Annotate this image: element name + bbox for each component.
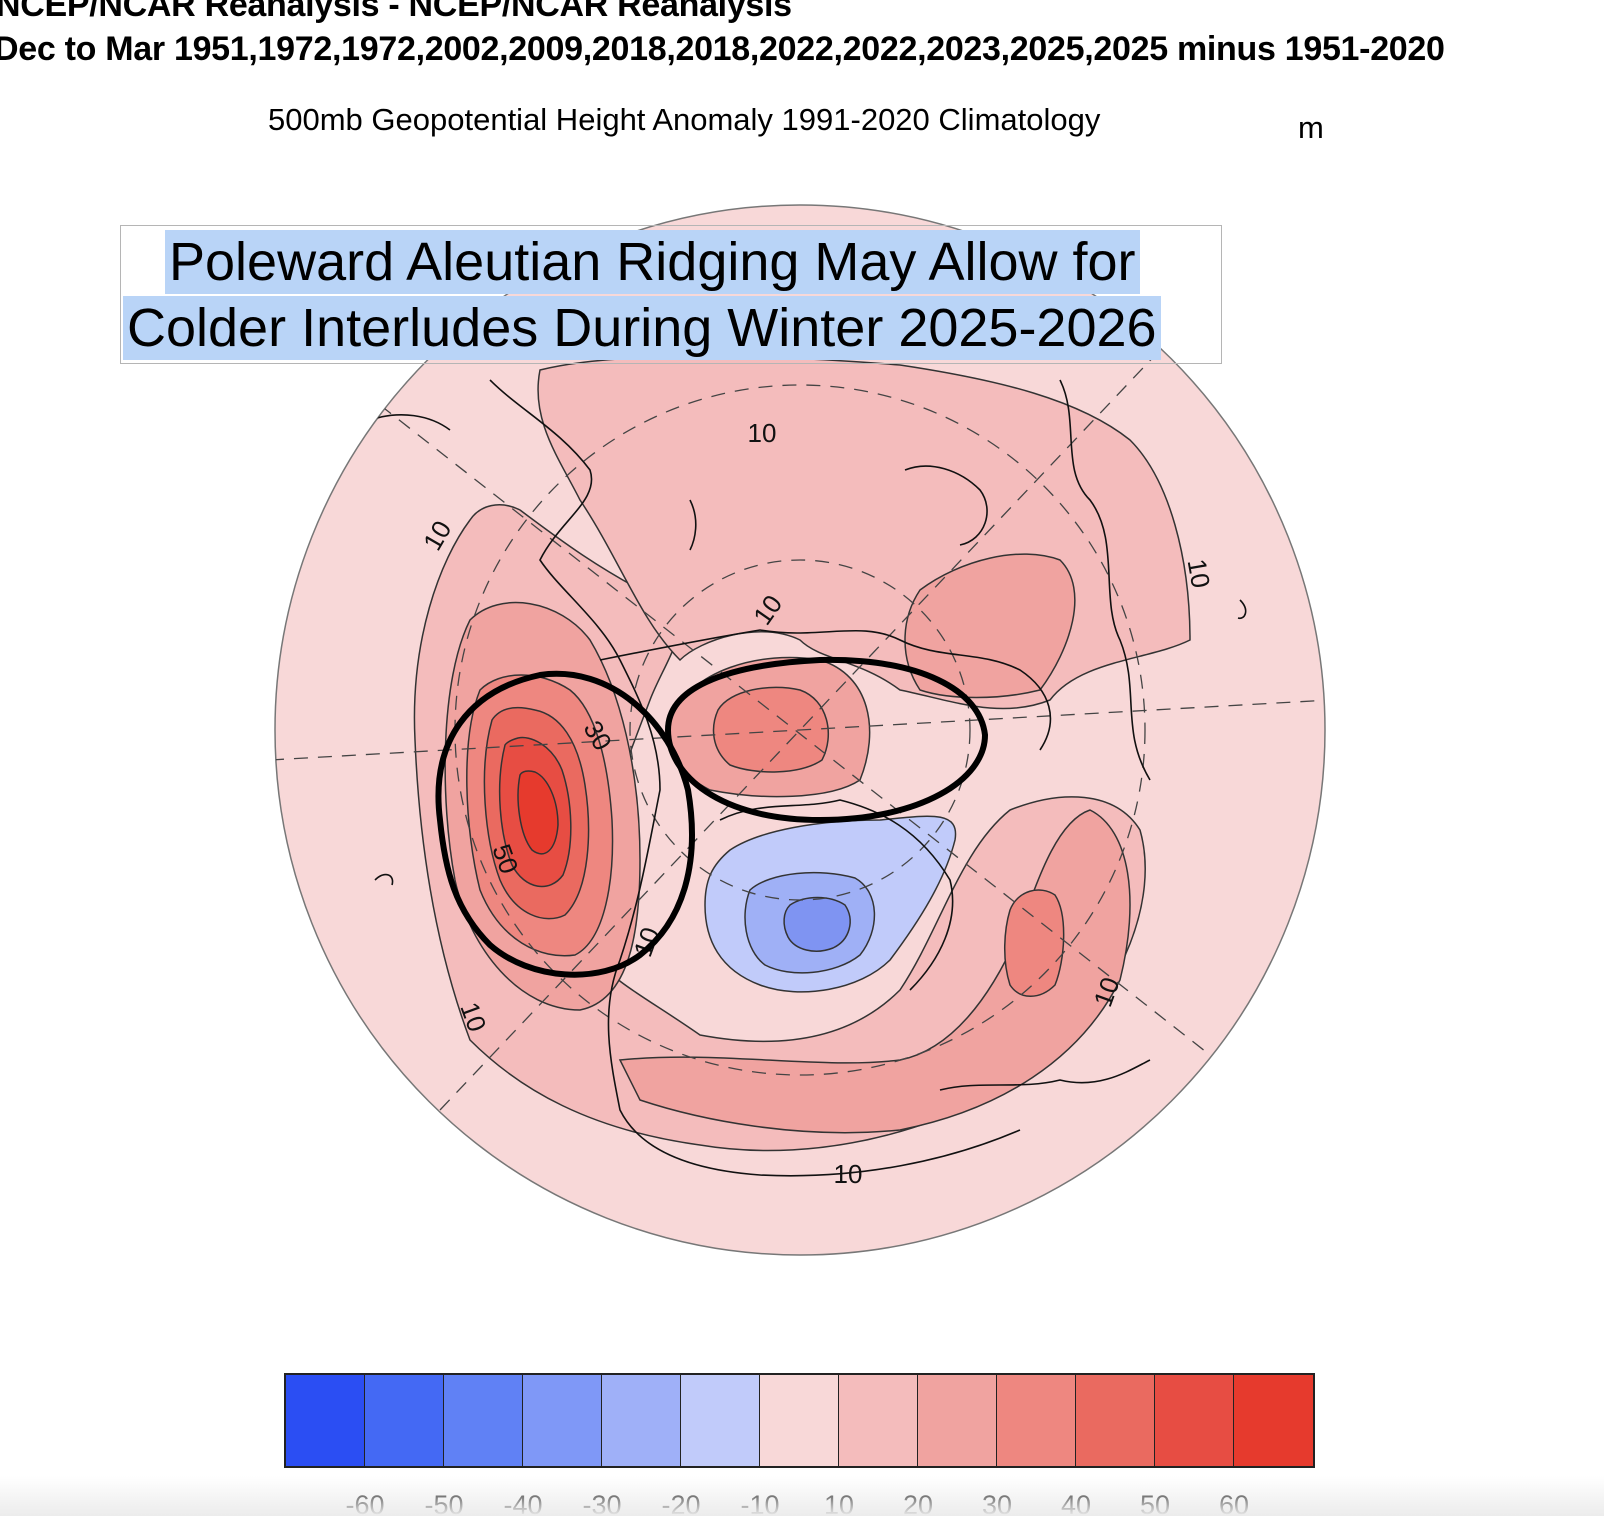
color-legend-swatch — [839, 1375, 918, 1466]
color-legend-swatch — [444, 1375, 523, 1466]
color-legend-label: 30 — [981, 1490, 1013, 1520]
annotation-shapes — [435, 656, 989, 978]
color-legend-swatch — [286, 1375, 365, 1466]
callout-line-1: Poleward Aleutian Ridging May Allow for — [165, 230, 1140, 294]
color-legend-swatch — [365, 1375, 444, 1466]
color-legend-label: -10 — [740, 1490, 780, 1520]
color-legend-swatch — [681, 1375, 760, 1466]
map-subtitle: 500mb Geopotential Height Anomaly 1991-2… — [268, 102, 1101, 137]
color-legend-label: -30 — [582, 1490, 622, 1520]
aleutian-ridge-circle — [435, 670, 695, 978]
color-legend-label: 10 — [823, 1490, 855, 1520]
coastlines — [369, 379, 1247, 1177]
header-line-1: NCEP/NCAR Reanalysis - NCEP/NCAR Reanaly… — [0, 0, 792, 24]
color-legend-swatch — [1155, 1375, 1234, 1466]
color-legend — [284, 1373, 1315, 1468]
color-legend-label: 20 — [902, 1490, 934, 1520]
anomaly-fields — [275, 349, 1325, 1177]
unit-label: m — [1298, 110, 1324, 145]
arctic-ridge-ellipse — [664, 656, 989, 824]
contour-label: 10 — [834, 1159, 863, 1189]
contour-fill-60 — [517, 770, 559, 855]
color-legend-swatch — [918, 1375, 997, 1466]
contour-fill-30-center — [712, 686, 830, 773]
callout-line-2: Colder Interludes During Winter 2025-202… — [123, 296, 1161, 360]
color-legend-label: 60 — [1218, 1490, 1250, 1520]
color-legend-label: -60 — [345, 1490, 385, 1520]
color-legend-label: -20 — [661, 1490, 701, 1520]
color-legend-label: 40 — [1060, 1490, 1092, 1520]
contour-fill-20-south — [618, 809, 1131, 1134]
color-legend-swatch — [997, 1375, 1076, 1466]
color-legend-label: 50 — [1139, 1490, 1171, 1520]
contour-fill-neg30 — [783, 896, 851, 952]
header-line-2: Dec to Mar 1951,1972,1972,2002,2009,2018… — [0, 30, 1445, 68]
color-legend-swatch — [1076, 1375, 1155, 1466]
color-legend-swatch — [1234, 1375, 1313, 1466]
contour-fill-30-east — [1003, 889, 1065, 997]
color-legend-label: -50 — [424, 1490, 464, 1520]
color-legend-swatch — [523, 1375, 602, 1466]
headline-callout: Poleward Aleutian Ridging May Allow for … — [120, 225, 1222, 364]
color-legend-swatch — [760, 1375, 839, 1466]
contour-label: 10 — [1182, 557, 1217, 591]
contour-label: 10 — [748, 418, 777, 448]
color-legend-label: -40 — [503, 1490, 543, 1520]
color-legend-swatch — [602, 1375, 681, 1466]
